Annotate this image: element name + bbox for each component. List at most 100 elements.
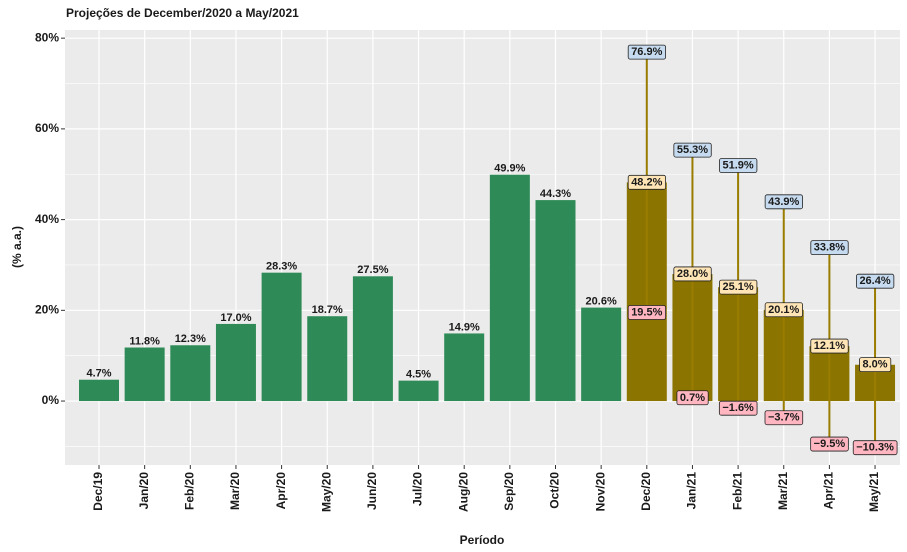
x-tick-label: Dec/19	[91, 472, 105, 511]
value-label: 51.9%	[722, 160, 753, 172]
value-label: 44.3%	[540, 188, 571, 200]
value-label-group: 19.5%	[627, 305, 667, 320]
value-label: 8.0%	[863, 359, 888, 371]
x-tick-label: May/20	[319, 472, 333, 512]
label-box	[810, 240, 849, 256]
bar	[215, 323, 256, 402]
value-label: −10.3%	[856, 442, 894, 454]
value-label: 18.7%	[312, 304, 343, 316]
value-label-group: −1.6%	[718, 400, 758, 416]
label-box	[859, 357, 892, 373]
x-tick-label: Jun/20	[365, 472, 379, 510]
label-box	[718, 400, 758, 416]
x-tick-label: Nov/20	[593, 472, 607, 512]
bar	[307, 316, 348, 402]
value-label: 49.9%	[494, 163, 525, 175]
label-box	[719, 279, 758, 295]
value-label: 12.3%	[175, 333, 206, 345]
x-axis-title: Período	[460, 533, 505, 547]
value-label: 4.5%	[406, 369, 431, 381]
value-label: 20.1%	[768, 304, 799, 316]
value-label-group: 48.2%	[627, 174, 667, 190]
value-label: 33.8%	[814, 242, 845, 254]
value-label-group: 43.9%	[764, 194, 803, 210]
label-box	[810, 436, 849, 452]
bar	[352, 276, 393, 402]
value-label: 76.9%	[631, 46, 662, 58]
value-label-group: 26.4%	[856, 273, 895, 289]
y-tick-label: 40%	[35, 212, 59, 226]
value-label: 4.7%	[86, 368, 111, 380]
value-label-group: −10.3%	[852, 440, 898, 456]
value-label-group: 28.0%	[673, 266, 712, 282]
x-tick-label: Oct/20	[548, 472, 562, 509]
label-box	[852, 440, 898, 456]
x-tick-label: Feb/20	[182, 472, 196, 510]
value-label: 28.0%	[677, 268, 708, 280]
value-label: 27.5%	[357, 264, 388, 276]
x-tick-label: Apr/20	[274, 472, 288, 510]
x-tick-label: Sep/20	[502, 472, 516, 511]
value-label: 55.3%	[677, 144, 708, 156]
y-axis-title: (% a.a.)	[10, 226, 24, 268]
value-label-group: −9.5%	[810, 436, 849, 452]
x-tick-label: Jan/21	[685, 472, 699, 510]
value-label: 12.1%	[814, 340, 845, 352]
bar	[444, 333, 485, 402]
value-label-group: 33.8%	[810, 240, 849, 256]
y-tick-label: 60%	[35, 121, 59, 135]
value-label-group: 12.1%	[810, 338, 849, 354]
label-box	[627, 305, 667, 320]
x-tick-label: Mar/21	[776, 472, 790, 510]
label-box	[810, 338, 849, 354]
y-tick-label: 20%	[35, 302, 59, 316]
chart-title: Projeções de December/2020 a May/2021	[66, 6, 299, 20]
value-label: 20.6%	[586, 296, 617, 308]
value-label: 48.2%	[631, 176, 662, 188]
value-label: 28.3%	[266, 261, 297, 273]
label-box	[627, 174, 667, 190]
value-label-group: 76.9%	[627, 44, 667, 60]
x-tick-label: Mar/20	[228, 472, 242, 510]
bar	[581, 307, 622, 402]
x-tick-label: Apr/21	[822, 472, 836, 510]
value-label-group: −3.7%	[764, 410, 804, 426]
value-label: 0.7%	[680, 392, 705, 404]
label-box	[673, 142, 712, 158]
bar	[489, 174, 530, 402]
bar	[261, 272, 302, 402]
x-tick-label: Dec/20	[639, 472, 653, 511]
value-label: −1.6%	[722, 402, 754, 414]
value-label-group: 25.1%	[719, 279, 758, 295]
x-tick-label: Jul/20	[411, 472, 425, 506]
label-box	[764, 302, 803, 318]
bar	[170, 345, 211, 402]
value-label: −3.7%	[768, 412, 800, 424]
value-label: 14.9%	[449, 321, 480, 333]
label-box	[856, 273, 895, 289]
bar	[398, 380, 439, 402]
value-label: 26.4%	[859, 275, 890, 287]
bar	[535, 200, 576, 402]
bar	[124, 347, 165, 402]
y-tick-label: 0%	[42, 393, 60, 407]
label-box	[673, 266, 712, 282]
label-box	[676, 390, 709, 406]
value-label: 19.5%	[631, 306, 662, 318]
value-label: 25.1%	[722, 281, 753, 293]
label-box	[764, 194, 803, 210]
value-label: 11.8%	[129, 335, 160, 347]
value-label: 17.0%	[220, 312, 251, 324]
label-box	[627, 44, 667, 60]
value-label-group: 0.7%	[676, 390, 709, 406]
label-box	[719, 158, 758, 173]
x-tick-label: Feb/21	[730, 472, 744, 510]
value-label: 43.9%	[768, 196, 799, 208]
bar	[79, 379, 119, 402]
label-box	[764, 410, 804, 426]
x-tick-label: Aug/20	[456, 472, 470, 512]
y-tick-label: 80%	[35, 30, 59, 44]
value-label-group: 20.1%	[764, 302, 803, 318]
x-tick-label: Jan/20	[137, 472, 151, 510]
